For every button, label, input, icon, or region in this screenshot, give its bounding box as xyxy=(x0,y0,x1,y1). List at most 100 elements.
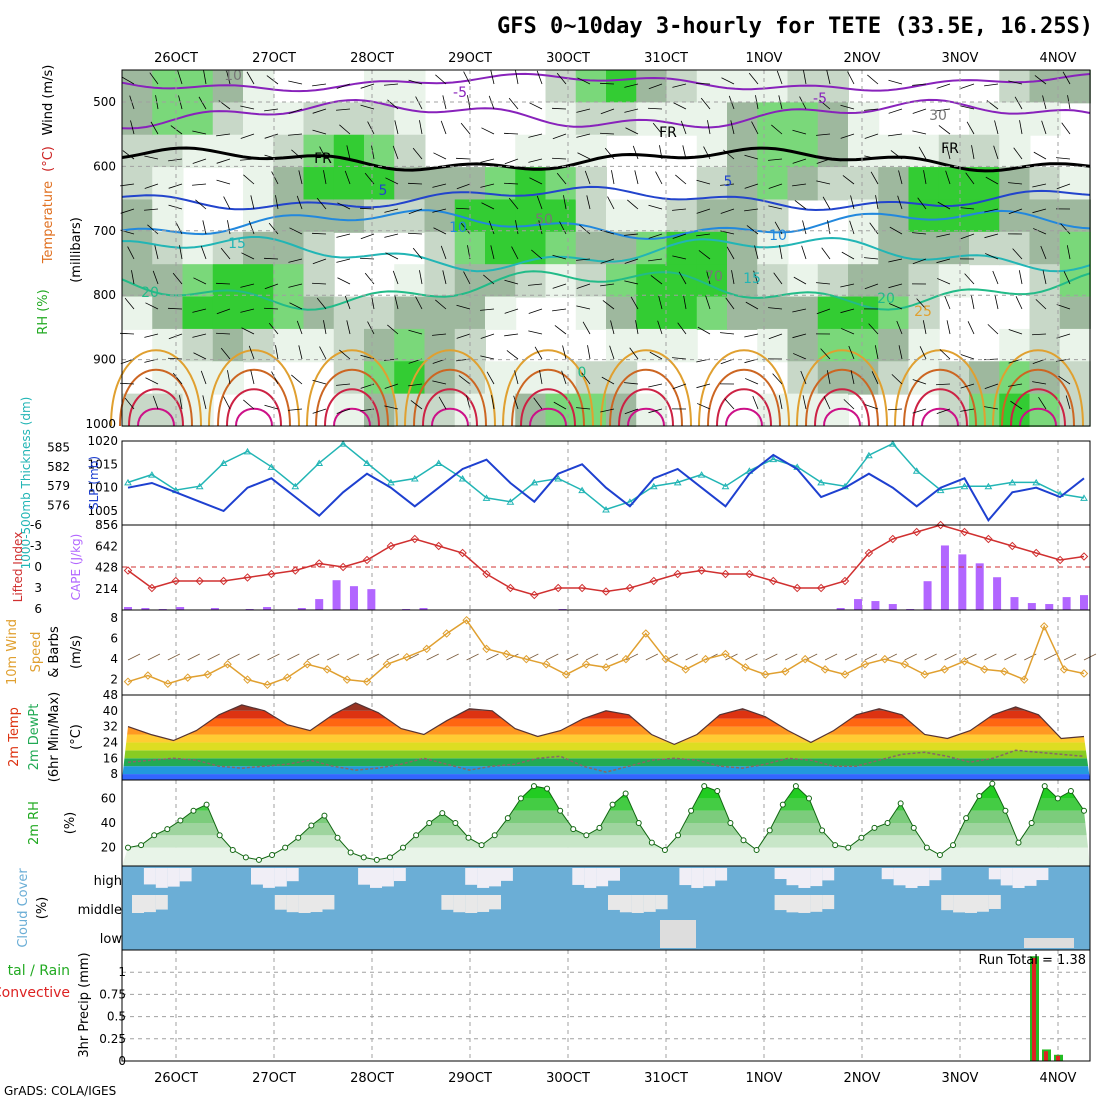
temperature-contour xyxy=(121,146,1091,173)
wind-barb xyxy=(192,308,207,313)
rh-cell xyxy=(303,167,335,201)
wind-barb xyxy=(848,345,855,360)
cloud-high xyxy=(774,868,787,880)
wind-barb xyxy=(336,83,351,89)
rh-point xyxy=(125,844,131,851)
rh-point xyxy=(884,820,891,826)
wind-barb xyxy=(220,247,231,260)
lifted-index-point xyxy=(984,534,993,544)
rh-cell xyxy=(969,361,1001,395)
slp-tick: 1020 xyxy=(87,434,118,448)
cloud-middle xyxy=(298,895,311,913)
wind-barb xyxy=(287,653,300,661)
wind-barbs xyxy=(119,70,1071,415)
wind-barb xyxy=(602,300,615,310)
wind-barb xyxy=(410,400,423,410)
wind-barb xyxy=(720,230,735,235)
wind-barb xyxy=(672,383,687,390)
wind-barb xyxy=(192,183,207,186)
wind-barb xyxy=(167,653,181,661)
rh-cell xyxy=(333,328,365,363)
wind-barb xyxy=(528,308,543,314)
rh-cell xyxy=(273,134,305,169)
wind-barb xyxy=(167,357,183,360)
wind-barb xyxy=(966,121,975,135)
rh-cell xyxy=(848,102,880,136)
rh-cell xyxy=(424,199,456,233)
ylabel-rh: RH (%) xyxy=(36,289,51,334)
wind-barb xyxy=(655,171,663,185)
wind-barb xyxy=(336,258,351,263)
wind-barb xyxy=(296,195,303,210)
wind-barb xyxy=(243,174,255,185)
ylabel-temp2m: 2m Temp xyxy=(7,707,22,767)
wind-speed-point xyxy=(342,675,352,684)
wind-barb xyxy=(408,208,423,215)
date-label-top: 27OCT xyxy=(252,51,296,66)
wind-barb xyxy=(721,77,735,85)
pressure-tick: 500 xyxy=(93,95,116,109)
wind-barb xyxy=(240,158,255,161)
wind-barb xyxy=(891,374,903,385)
wind-speed-point xyxy=(561,670,571,679)
rh-cell xyxy=(394,296,426,330)
rh-cell xyxy=(303,102,335,136)
thickness-point xyxy=(363,459,371,466)
wind-barb xyxy=(220,347,231,360)
temp-tick: 48 xyxy=(103,688,118,702)
wind-barb xyxy=(432,333,447,336)
wind-barb xyxy=(967,321,975,335)
rh-point xyxy=(832,842,839,849)
wind-barb xyxy=(179,395,183,410)
wind-barb xyxy=(864,653,878,661)
rh-cell xyxy=(969,134,1001,169)
rh-cell xyxy=(1059,328,1091,363)
temp-line xyxy=(127,702,1085,746)
lifted-index-point xyxy=(458,548,467,558)
lifted-index-point xyxy=(625,583,635,593)
wind-barb xyxy=(849,220,855,235)
wind-barb xyxy=(408,79,423,85)
pressure-tick: 900 xyxy=(93,353,116,367)
wind-barb xyxy=(922,320,927,335)
lifted-index-point xyxy=(410,534,420,544)
lifted-index-point xyxy=(601,587,611,596)
date-label-top: 31OCT xyxy=(644,51,688,66)
wind-barb xyxy=(275,345,279,360)
thickness-point xyxy=(387,478,395,486)
cape-tick: 856 xyxy=(95,518,118,532)
wind-barb xyxy=(1010,400,1023,410)
boundary-layer-contour xyxy=(992,349,1084,427)
wind-barb xyxy=(819,99,831,110)
wind-barb xyxy=(840,283,855,288)
temperature-contours xyxy=(110,72,1091,427)
wind-barb xyxy=(890,150,903,160)
rh-cell xyxy=(666,70,698,104)
wind-speed-point xyxy=(641,629,651,638)
rh-point xyxy=(661,847,668,854)
wind-barb xyxy=(745,653,758,661)
cloud-middle xyxy=(132,895,144,913)
cloud-middle xyxy=(941,895,954,911)
wind-barb xyxy=(514,370,519,385)
cape-bar xyxy=(1027,603,1036,610)
wind-barb xyxy=(822,196,831,210)
wind-barb xyxy=(552,308,567,312)
wind-speed-point xyxy=(940,665,949,674)
rh-point xyxy=(766,827,773,834)
wind-barb xyxy=(154,245,159,260)
wind-barb xyxy=(392,145,399,160)
wind-barb xyxy=(700,97,711,110)
wind-barb xyxy=(847,71,855,85)
rh-point xyxy=(321,812,328,819)
wind-barb xyxy=(506,350,519,360)
wind-barb xyxy=(774,221,783,235)
wind-barb xyxy=(938,125,951,135)
temperature-contour xyxy=(121,185,1091,212)
wind-barb xyxy=(344,295,351,310)
boundary-layer-contour xyxy=(1010,388,1066,427)
wind-barb xyxy=(994,120,999,135)
thickness-point xyxy=(888,440,897,447)
precip-convective-bar xyxy=(1056,1055,1060,1061)
cloud-high xyxy=(179,868,192,882)
